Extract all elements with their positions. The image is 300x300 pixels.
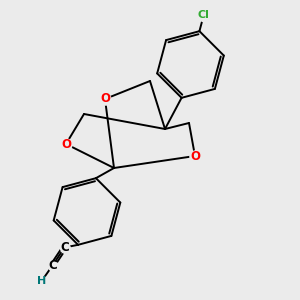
Text: H: H — [38, 275, 46, 286]
Text: C: C — [48, 259, 57, 272]
Text: C: C — [60, 241, 69, 254]
Text: O: O — [190, 149, 200, 163]
Text: O: O — [61, 137, 71, 151]
Text: O: O — [100, 92, 110, 106]
Text: Cl: Cl — [198, 10, 210, 20]
